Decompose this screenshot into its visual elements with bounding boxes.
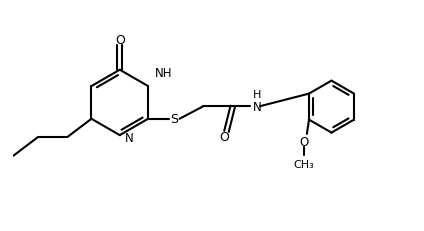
Text: O: O	[220, 131, 229, 144]
Text: O: O	[299, 135, 309, 148]
Text: H: H	[253, 89, 261, 99]
Text: O: O	[115, 33, 125, 46]
Text: S: S	[170, 113, 178, 126]
Text: N: N	[125, 131, 134, 144]
Text: NH: NH	[155, 67, 173, 80]
Text: N: N	[253, 100, 262, 113]
Text: CH₃: CH₃	[293, 159, 314, 169]
